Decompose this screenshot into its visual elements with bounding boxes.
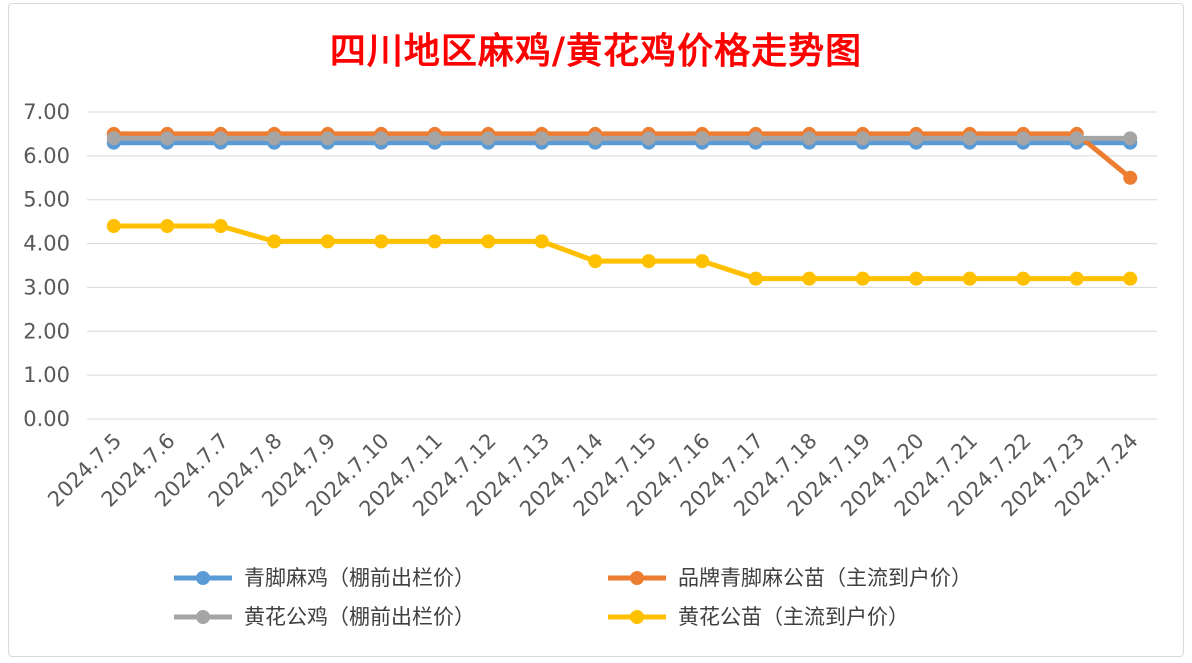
- legend-label-3: 黄花公苗（主流到户价）: [678, 605, 909, 629]
- y-tick-label-4: 4.00: [23, 232, 70, 256]
- data-point-2-8[interactable]: [534, 131, 549, 146]
- data-point-3-0[interactable]: [106, 219, 121, 234]
- data-point-2-19[interactable]: [1123, 131, 1138, 146]
- data-point-3-13[interactable]: [802, 271, 817, 286]
- data-point-2-15[interactable]: [909, 131, 924, 146]
- data-point-3-15[interactable]: [909, 271, 924, 286]
- data-point-2-14[interactable]: [855, 131, 870, 146]
- data-point-3-7[interactable]: [481, 234, 496, 249]
- legend-swatch-2: [174, 610, 232, 624]
- series-line-3: [111, 223, 1133, 282]
- data-point-3-18[interactable]: [1069, 271, 1084, 286]
- data-point-2-13[interactable]: [802, 131, 817, 146]
- legend-label-0: 青脚麻鸡（棚前出栏价）: [244, 566, 475, 590]
- data-point-2-18[interactable]: [1069, 131, 1084, 146]
- data-point-2-2[interactable]: [213, 131, 228, 146]
- series-group: [106, 126, 1138, 286]
- data-point-2-0[interactable]: [106, 131, 121, 146]
- data-point-3-6[interactable]: [427, 234, 442, 249]
- legend-swatch-3: [608, 610, 666, 624]
- data-point-2-17[interactable]: [1016, 131, 1031, 146]
- data-point-3-17[interactable]: [1016, 271, 1031, 286]
- data-point-2-5[interactable]: [374, 131, 389, 146]
- y-tick-label-7: 7.00: [23, 100, 70, 124]
- y-tick-label-5: 5.00: [23, 188, 70, 212]
- data-point-3-16[interactable]: [962, 271, 977, 286]
- data-point-3-4[interactable]: [320, 234, 335, 249]
- legend-label-2: 黄花公鸡（棚前出栏价）: [244, 605, 475, 629]
- data-point-2-11[interactable]: [695, 131, 710, 146]
- data-point-3-14[interactable]: [855, 271, 870, 286]
- legend-swatch-0: [174, 571, 232, 585]
- x-axis-ticks: 2024.7.52024.7.62024.7.72024.7.82024.7.9…: [43, 429, 1143, 522]
- data-point-3-19[interactable]: [1123, 271, 1138, 286]
- data-point-3-9[interactable]: [588, 254, 603, 269]
- data-point-2-16[interactable]: [962, 131, 977, 146]
- data-point-2-3[interactable]: [267, 131, 282, 146]
- data-point-2-10[interactable]: [641, 131, 656, 146]
- series-line-1: [111, 131, 1133, 181]
- data-point-3-2[interactable]: [213, 219, 228, 234]
- data-point-3-5[interactable]: [374, 234, 389, 249]
- data-point-2-1[interactable]: [160, 131, 175, 146]
- data-point-3-10[interactable]: [641, 254, 656, 269]
- data-point-2-7[interactable]: [481, 131, 496, 146]
- series-2: [106, 131, 1138, 146]
- chart-title: 四川地区麻鸡/黄花鸡价格走势图: [329, 30, 863, 72]
- data-point-3-8[interactable]: [534, 234, 549, 249]
- y-tick-label-2: 2.00: [23, 319, 70, 343]
- data-point-3-12[interactable]: [748, 271, 763, 286]
- gridlines: [87, 111, 1157, 420]
- data-point-2-6[interactable]: [427, 131, 442, 146]
- data-point-3-1[interactable]: [160, 219, 175, 234]
- data-point-1-19[interactable]: [1123, 170, 1138, 185]
- data-point-2-12[interactable]: [748, 131, 763, 146]
- legend-swatch-1: [608, 571, 666, 585]
- data-point-2-9[interactable]: [588, 131, 603, 146]
- y-tick-label-1: 1.00: [23, 363, 70, 387]
- data-point-3-3[interactable]: [267, 234, 282, 249]
- y-tick-label-3: 3.00: [23, 275, 70, 299]
- data-point-3-11[interactable]: [695, 254, 710, 269]
- legend-label-1: 品牌青脚麻公苗（主流到户价）: [678, 566, 972, 590]
- data-point-2-4[interactable]: [320, 131, 335, 146]
- y-tick-label-6: 6.00: [23, 144, 70, 168]
- y-tick-label-0: 0.00: [23, 407, 70, 431]
- series-3: [106, 219, 1138, 286]
- y-axis-ticks: 0.00 1.00 2.00 3.00 4.00 5.00 6.00 7.00: [23, 100, 70, 431]
